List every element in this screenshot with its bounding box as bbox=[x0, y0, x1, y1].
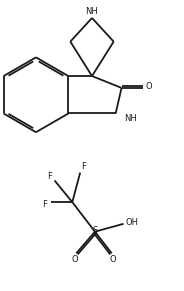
Text: OH: OH bbox=[126, 218, 139, 227]
Text: NH: NH bbox=[86, 7, 98, 15]
Text: F: F bbox=[42, 200, 47, 209]
Text: S: S bbox=[92, 226, 98, 235]
Text: O: O bbox=[72, 255, 79, 264]
Text: O: O bbox=[109, 255, 116, 264]
Text: O: O bbox=[146, 82, 152, 91]
Text: F: F bbox=[81, 162, 86, 171]
Text: NH: NH bbox=[125, 114, 137, 123]
Text: F: F bbox=[47, 172, 52, 181]
